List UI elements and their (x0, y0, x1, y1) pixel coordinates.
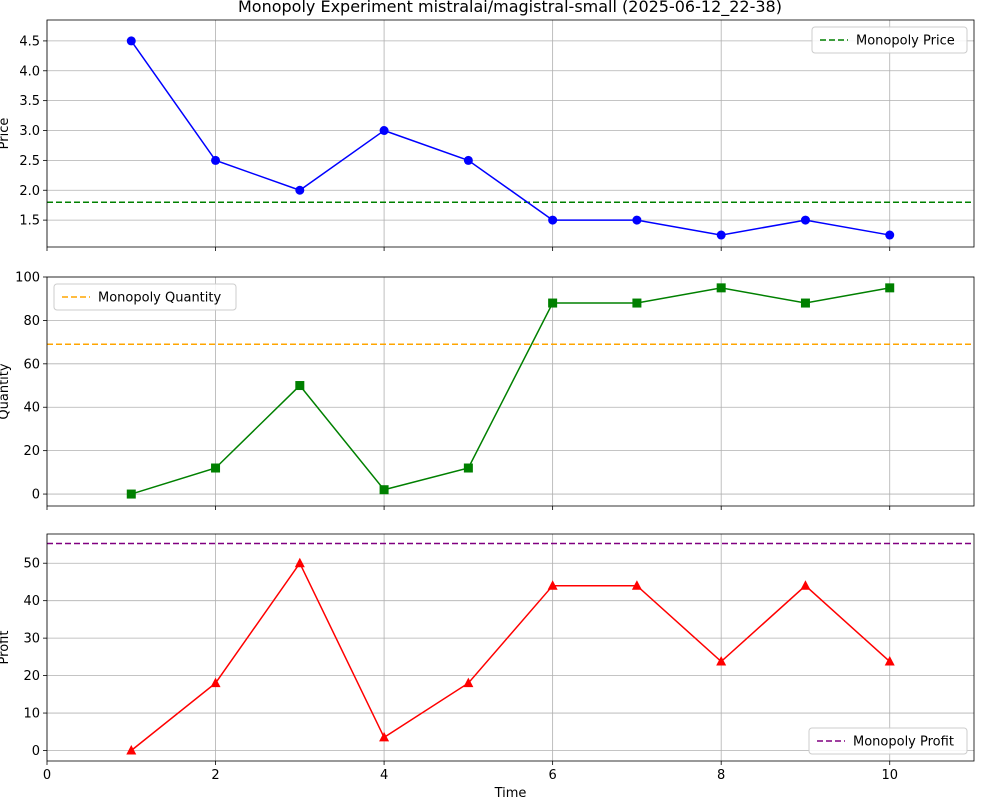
y-tick-label: 10 (23, 707, 40, 722)
y-tick-label: 50 (23, 557, 40, 572)
panels: 1.5 2.0 2.5 3.0 3.5 4.0 4.5 Price Monopoly Price… (0, 19, 975, 800)
y-tick-label: 100 (15, 271, 40, 286)
series-line (130, 40, 890, 236)
data-point (716, 656, 727, 666)
legend-label: Monopoly Quantity (98, 291, 221, 306)
series-line (131, 287, 890, 495)
y-tick-label: 30 (23, 632, 40, 647)
y-tick-label: 2.0 (19, 184, 40, 199)
y-tick-label: 80 (23, 314, 40, 329)
panel-2: 0 20 40 60 80 100 Quantity Monopoly Quantity (0, 271, 975, 510)
y-axis-label: Profit (0, 631, 12, 665)
x-tick-label: 6 (548, 768, 556, 783)
data-point (548, 215, 558, 225)
legend: Monopoly Price (811, 26, 968, 54)
y-tick-label: 3.0 (19, 124, 40, 139)
data-point (800, 215, 810, 225)
y-tick-label: 20 (23, 444, 40, 459)
x-tick-label: 4 (380, 768, 388, 783)
x-tick-label: 0 (43, 768, 51, 783)
data-point (547, 580, 558, 590)
data-point (884, 656, 895, 666)
data-point (211, 463, 221, 473)
y-tick-label: 4.0 (19, 64, 40, 79)
series-line (130, 561, 891, 752)
data-point (379, 731, 390, 742)
axes-frame (46, 276, 975, 507)
data-point (126, 489, 136, 499)
data-point (885, 283, 895, 293)
data-point (126, 745, 137, 755)
data-point (379, 485, 389, 495)
y-tick-label: 0 (32, 744, 40, 759)
y-axis-label: Quantity (0, 363, 12, 419)
y-tick-label: 40 (23, 594, 40, 609)
data-point (800, 580, 811, 590)
x-tick-label: 10 (881, 768, 898, 783)
axes-frame (46, 19, 975, 248)
y-tick-label: 3.5 (19, 94, 40, 109)
y-tick-label: 20 (23, 669, 40, 684)
legend-box (53, 283, 237, 311)
panel-1: 1.5 2.0 2.5 3.0 3.5 4.0 4.5 Price Monopoly Price (0, 19, 975, 251)
data-point (210, 677, 221, 688)
data-point (463, 463, 473, 473)
y-tick-label: 60 (23, 357, 40, 372)
legend-label: Monopoly Price (856, 34, 955, 49)
y-tick-label: 0 (32, 488, 40, 503)
x-tick-label: 2 (211, 768, 219, 783)
data-point (294, 557, 305, 568)
data-point (885, 230, 895, 240)
legend-box (808, 727, 968, 755)
figure-title: Monopoly Experiment mistralai/magistral-… (238, 0, 782, 17)
data-point (800, 298, 810, 308)
y-tick-label: 2.5 (19, 154, 40, 169)
y-tick-label: 1.5 (19, 214, 40, 229)
data-point (463, 155, 473, 165)
data-point (126, 36, 136, 46)
y-tick-label: 4.5 (19, 34, 40, 49)
legend: Monopoly Quantity (53, 283, 237, 311)
data-point (632, 298, 642, 308)
x-axis-label: Time (494, 786, 527, 800)
data-point (632, 215, 642, 225)
legend: Monopoly Profit (808, 727, 968, 755)
data-point (295, 185, 305, 195)
data-point (716, 283, 726, 293)
axes-frame (46, 533, 975, 762)
y-axis-label: Price (0, 118, 12, 150)
data-point (631, 580, 642, 590)
x-tick-label: 8 (717, 768, 725, 783)
panel-3: 0 10 20 30 40 50 0 2 4 6 8 10 Profit Time Monopoly Pro… (0, 533, 975, 800)
data-point (716, 230, 726, 240)
data-point (379, 126, 389, 136)
legend-label: Monopoly Profit (853, 735, 954, 750)
data-point (463, 677, 474, 688)
data-point (211, 155, 221, 165)
data-point (548, 298, 558, 308)
legend-box (811, 26, 968, 54)
data-point (295, 381, 305, 391)
y-tick-label: 40 (23, 401, 40, 416)
